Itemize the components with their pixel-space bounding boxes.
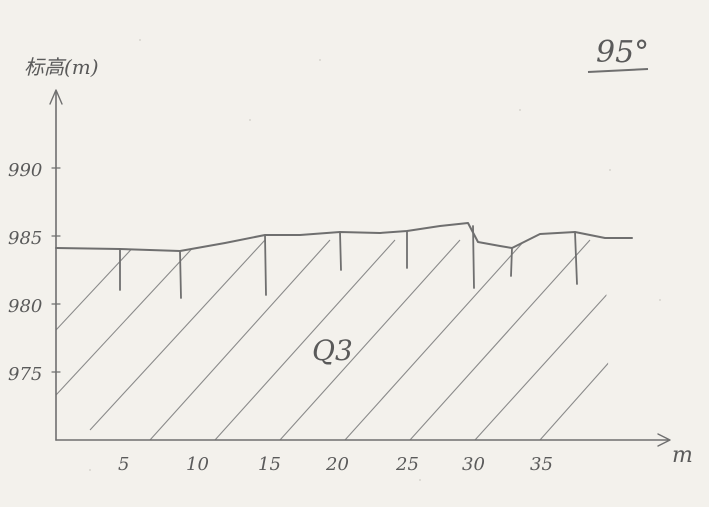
x-tick-label: 15 (258, 454, 281, 475)
x-tick-label: 5 (118, 454, 129, 475)
x-tick-label: 35 (530, 454, 553, 475)
zone-label: Q3 (312, 334, 353, 367)
y-tick-label: 990 (8, 160, 42, 181)
y-axis-ticks (51, 167, 61, 373)
corner-annotation: 95° (587, 35, 649, 73)
paper-texture (89, 39, 661, 481)
y-tick-label: 985 (8, 228, 42, 249)
corner-label: 95° (596, 35, 649, 70)
ground-surface-profile (55, 222, 633, 299)
x-tick-label: 20 (325, 454, 349, 475)
x-axis (55, 433, 671, 447)
x-axis-label: m (672, 443, 693, 468)
y-tick-label: 975 (8, 364, 42, 385)
x-tick-label: 30 (462, 454, 485, 475)
y-axis (49, 89, 63, 441)
y-tick-label: 980 (8, 296, 42, 317)
y-axis-label: 标高(m) (24, 55, 99, 79)
y-tick-labels: 990 985 980 975 (8, 160, 42, 385)
q3-hatching (56, 239, 610, 440)
x-tick-labels: 5 10 15 20 25 30 35 (118, 454, 553, 475)
x-tick-label: 25 (395, 454, 419, 475)
x-tick-label: 10 (186, 454, 209, 475)
